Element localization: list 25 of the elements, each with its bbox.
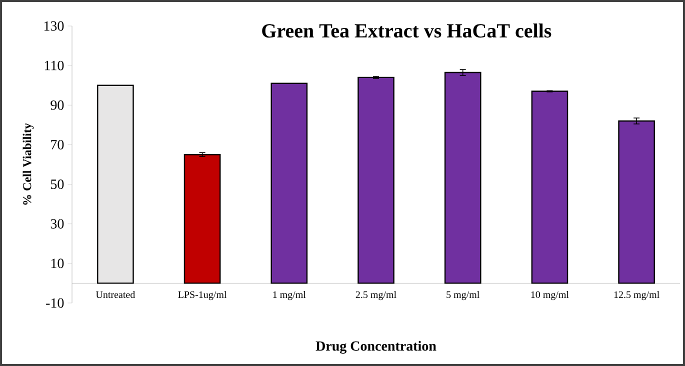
y-tick-label: 30 (50, 219, 64, 229)
bar (531, 90, 568, 284)
x-tick-label: 1 mg/ml (273, 290, 306, 300)
chart-title: Green Tea Extract vs HaCaT cells (262, 24, 552, 38)
bar (358, 76, 394, 284)
x-tick-label: LPS-1ug/ml (178, 290, 227, 300)
y-tick-label: 10 (51, 258, 64, 268)
bar (444, 72, 482, 284)
bar (184, 154, 221, 284)
y-tick-label: 50 (51, 180, 64, 190)
y-tick-label: 70 (51, 140, 64, 150)
x-tick-label: 2.5 mg/ml (356, 290, 396, 300)
bar (270, 82, 308, 284)
x-axis-title: Drug Concentration (316, 340, 436, 354)
x-tick-label: 12.5 mg/ml (614, 290, 660, 300)
x-tick-label: 10 mg/ml (531, 290, 569, 300)
y-tick-label: -10 (46, 298, 64, 308)
y-tick-label: 110 (44, 60, 64, 70)
bar (97, 84, 134, 284)
y-tick-label: 90 (50, 100, 64, 110)
x-tick-label: Untreated (96, 290, 136, 298)
x-tick-label: 5 mg/ml (446, 290, 480, 300)
y-axis-title: % Cell Viability (22, 123, 34, 205)
y-tick-label: 130 (44, 21, 64, 31)
bar (618, 120, 655, 284)
